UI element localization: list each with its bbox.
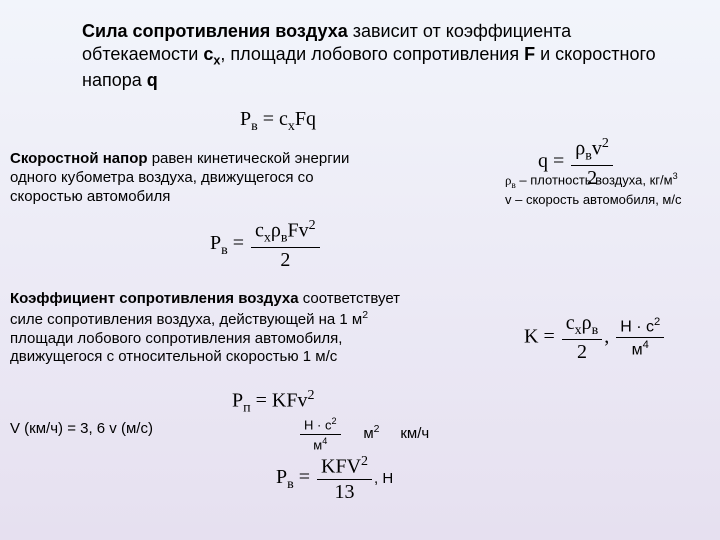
fpv2-lhs: P xyxy=(232,390,243,412)
fK-ud: м xyxy=(632,342,643,359)
fK-frac: cxρв 2 xyxy=(562,312,603,363)
fK-unit-frac: H · c2 м4 xyxy=(616,316,664,359)
para2-bold: Коэффициент сопротивления воздуха xyxy=(10,290,299,307)
fq-n2: v xyxy=(592,138,602,160)
formula-pv: Pв = cxρвFv2 2 xyxy=(210,218,322,271)
fpv-n3s: 2 xyxy=(309,218,316,233)
legend-v: v – скорость автомобиля, м/с xyxy=(505,192,681,207)
formula-kfv13: Pв = KFV2 13 , H xyxy=(276,454,393,503)
formula-K: K = cxρв 2 , H · c2 м4 xyxy=(524,312,666,363)
fpv2-sup: 2 xyxy=(307,388,314,403)
heading: Сила сопротивления воздуха зависит от ко… xyxy=(82,20,672,91)
fu-ns: 2 xyxy=(331,416,336,426)
fu-m2s: 2 xyxy=(374,423,380,435)
fK-un: H · c xyxy=(620,319,654,336)
fq-n1: ρ xyxy=(575,138,585,160)
fpv-n3: Fv xyxy=(288,220,309,242)
fq-lhs: q = xyxy=(538,150,569,172)
fK-n1s: x xyxy=(575,323,582,338)
fkfv-eq: = xyxy=(294,466,315,488)
formula-units-row: H · c2 м4 м2 км/ч xyxy=(298,416,429,452)
para2-sup1: 2 xyxy=(362,309,368,321)
fq-n2s: 2 xyxy=(602,136,609,151)
fkfv-frac: KFV2 13 xyxy=(317,454,372,503)
fpv-frac: cxρвFv2 2 xyxy=(251,218,320,271)
fpv-den: 2 xyxy=(251,248,320,271)
para-unit-conv: V (км/ч) = 3, 6 v (м/с) xyxy=(10,420,153,437)
fpv-n2: ρ xyxy=(271,220,281,242)
fu-kmh: км/ч xyxy=(400,425,429,442)
fkfv-lhs: P xyxy=(276,466,287,488)
fK-lhs: K = xyxy=(524,325,560,347)
fK-comma: , xyxy=(604,325,614,347)
fu-m2: м xyxy=(363,425,373,442)
fpv-lhs-sub: в xyxy=(221,243,228,258)
fu-ds: 4 xyxy=(322,436,327,446)
fpv-n1s: x xyxy=(264,231,271,246)
fkfv-ns: 2 xyxy=(361,454,368,469)
fq-den: 2 xyxy=(571,166,613,189)
para1-bold: Скоростной напор xyxy=(10,150,148,167)
fK-uds: 4 xyxy=(643,339,649,351)
fpv2-lhs-sub: п xyxy=(243,401,251,416)
fK-n2s: в xyxy=(592,323,599,338)
fpv2-eq: = KFv xyxy=(251,390,308,412)
fpv-n1: c xyxy=(255,220,264,242)
para2-r2: площади лобового сопротивления автомобил… xyxy=(10,330,342,366)
heading-F: F xyxy=(524,44,535,64)
formula-pv2: Pп = KFv2 xyxy=(232,388,314,417)
fu-frac: H · c2 м4 xyxy=(300,416,341,452)
heading-t3: , площади лобового сопротивления xyxy=(220,44,524,64)
formula-p-cfq: Pв = cxFq xyxy=(240,108,316,135)
fpv-lhs: P xyxy=(210,232,221,254)
f1-eq: = c xyxy=(258,108,288,130)
fpv-eq: = xyxy=(228,232,249,254)
fq-frac: ρвv2 2 xyxy=(571,136,613,189)
fkfv-den: 13 xyxy=(317,480,372,503)
para3-text: V (км/ч) = 3, 6 v (м/с) xyxy=(10,420,153,437)
fkfv-tail: , H xyxy=(374,470,393,487)
fu-d: м xyxy=(313,437,322,452)
para-drag-coeff: Коэффициент сопротивления воздуха соотве… xyxy=(10,290,430,367)
f1-lhs-sub: в xyxy=(251,119,258,134)
fK-n1: c xyxy=(566,312,575,334)
legend-rho-sup: 3 xyxy=(673,171,678,181)
fkfv-n: KFV xyxy=(321,456,361,478)
fK-n2: ρ xyxy=(582,312,592,334)
fK-den: 2 xyxy=(562,340,603,363)
fu-n: H · c xyxy=(304,417,331,432)
f1-tail: Fq xyxy=(295,108,316,130)
f1-csub: x xyxy=(288,119,295,134)
heading-bold-1: Сила сопротивления воздуха xyxy=(82,21,348,41)
fK-uns: 2 xyxy=(654,316,660,328)
heading-q: q xyxy=(147,70,158,90)
heading-cx: с xyxy=(203,44,213,64)
f1-lhs: P xyxy=(240,108,251,130)
formula-q: q = ρвv2 2 xyxy=(538,136,615,189)
fpv-n2s: в xyxy=(281,231,288,246)
fq-n1s: в xyxy=(585,149,592,164)
para-dynamic-pressure: Скоростной напор равен кинетической энер… xyxy=(10,150,380,206)
fkfv-lhs-sub: в xyxy=(287,477,294,492)
